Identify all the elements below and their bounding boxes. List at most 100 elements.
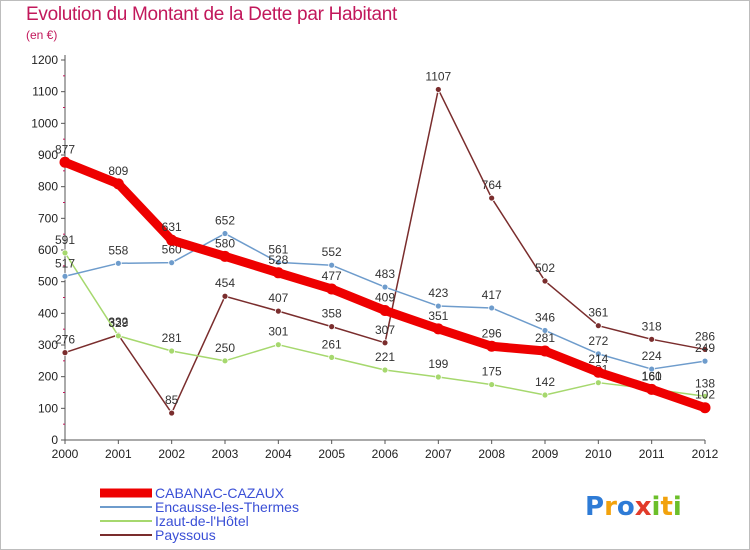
data-point [114, 332, 122, 340]
legend-label: CABANAC-CAZAUX [155, 485, 285, 501]
y-tick-label: 200 [38, 370, 58, 384]
y-tick-label: 1100 [32, 85, 58, 99]
y-tick-label: 300 [38, 338, 58, 352]
data-label: 329 [108, 316, 128, 330]
data-label: 417 [482, 288, 502, 302]
data-label: 552 [322, 245, 342, 259]
x-tick-label: 2002 [158, 447, 185, 461]
data-point [701, 357, 709, 365]
data-label: 454 [215, 276, 235, 290]
data-point [274, 341, 282, 349]
logo-letter: i [673, 492, 682, 522]
data-point [539, 345, 551, 357]
data-label: 301 [268, 325, 288, 339]
data-point [381, 339, 389, 347]
y-tick-label: 100 [38, 401, 58, 415]
y-tick-label: 1000 [31, 116, 58, 130]
data-point [221, 292, 229, 300]
data-point [328, 353, 336, 361]
data-label: 423 [428, 286, 448, 300]
y-tick-label: 0 [51, 433, 58, 447]
data-label: 332 [108, 315, 128, 329]
data-point [61, 249, 69, 257]
data-label: 652 [215, 214, 235, 228]
data-point [112, 178, 124, 190]
legend-label: Payssous [155, 527, 216, 543]
data-label: 631 [162, 220, 182, 234]
data-point [168, 347, 176, 355]
legend-label: Izaut-de-l'Hôtel [155, 513, 249, 529]
data-point [434, 373, 442, 381]
x-tick-label: 2005 [318, 447, 345, 461]
y-tick-label: 1200 [31, 53, 58, 67]
data-label: 221 [375, 350, 395, 364]
x-tick-label: 2000 [52, 447, 79, 461]
data-point [221, 230, 229, 237]
data-label: 1107 [425, 69, 451, 83]
logo-letter: o [617, 492, 635, 522]
data-point [168, 409, 176, 417]
data-point [434, 302, 442, 310]
data-label: 85 [165, 393, 179, 407]
y-tick-label: 900 [38, 148, 58, 162]
data-point [648, 365, 656, 373]
legend: CABANAC-CAZAUXEncausse-les-ThermesIzaut-… [100, 485, 299, 543]
data-point [541, 327, 549, 334]
data-point [699, 402, 711, 414]
data-label: 161 [642, 369, 662, 383]
data-label: 358 [322, 307, 342, 321]
data-label: 276 [55, 333, 75, 347]
data-point [646, 383, 658, 395]
data-point [488, 194, 496, 202]
data-label: 261 [322, 337, 342, 351]
data-label: 214 [588, 352, 608, 366]
data-label: 528 [268, 253, 288, 267]
data-point [326, 283, 338, 295]
data-label: 517 [55, 256, 75, 270]
data-point [219, 250, 231, 262]
logo-letter: P [585, 492, 604, 522]
y-tick-label: 500 [38, 275, 58, 289]
data-label: 102 [695, 388, 715, 402]
data-label: 138 [695, 376, 715, 390]
x-tick-label: 2004 [265, 447, 292, 461]
data-label: 175 [482, 365, 502, 379]
data-point [274, 307, 282, 315]
chart-subtitle: (en €) [26, 28, 58, 42]
data-point [701, 392, 709, 400]
y-tick-label: 700 [38, 211, 58, 225]
data-label: 318 [642, 319, 662, 333]
logo-letter: i [652, 492, 661, 522]
data-label: 764 [482, 178, 502, 192]
data-point [488, 304, 496, 312]
legend-label: Encausse-les-Thermes [155, 499, 299, 515]
data-label: 407 [268, 291, 288, 305]
logo-letter: x [635, 492, 652, 522]
data-point [272, 267, 284, 279]
data-label: 249 [695, 341, 715, 355]
data-label: 346 [535, 310, 555, 324]
data-label: 809 [108, 164, 128, 178]
x-tick-label: 2011 [639, 447, 665, 461]
data-label: 502 [535, 261, 555, 275]
data-label: 286 [695, 329, 715, 343]
data-label: 307 [375, 323, 395, 337]
x-tick-label: 2010 [585, 447, 612, 461]
data-point [381, 283, 389, 291]
data-point [648, 335, 656, 343]
data-point [221, 357, 229, 365]
data-point [59, 156, 71, 168]
data-point [274, 258, 282, 266]
data-point [701, 346, 709, 353]
x-tick-label: 2012 [692, 447, 719, 461]
data-label: 142 [535, 375, 555, 389]
data-label: 281 [162, 331, 182, 345]
data-point [541, 277, 549, 285]
series-0: 877 809 631 580 528 477 409 351 296 281 214 160 102 [55, 142, 715, 414]
data-label: 558 [108, 243, 128, 257]
data-label: 591 [55, 233, 75, 247]
data-point [488, 381, 496, 388]
y-tick-label: 800 [38, 180, 58, 194]
